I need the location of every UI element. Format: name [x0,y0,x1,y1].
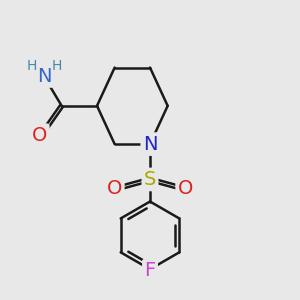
Text: O: O [32,126,47,145]
Text: O: O [178,179,193,198]
Text: H: H [26,59,37,73]
Text: H: H [51,59,62,73]
Text: O: O [107,179,122,198]
Text: F: F [144,261,156,280]
Text: N: N [37,67,51,86]
Text: N: N [143,135,157,154]
Text: S: S [144,170,156,189]
